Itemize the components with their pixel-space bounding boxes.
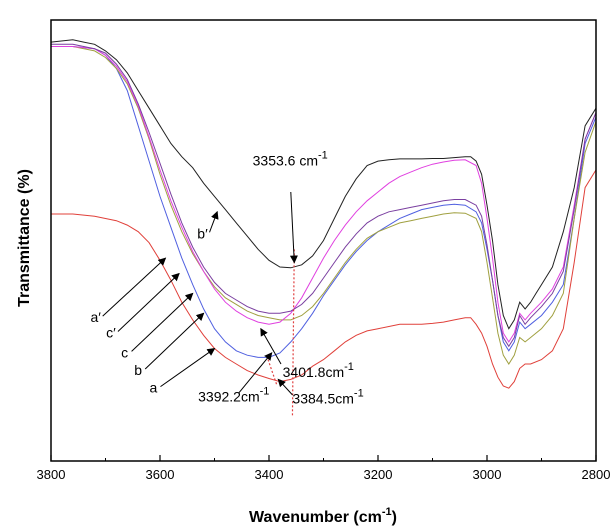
y-axis-title: Transmittance (%) xyxy=(16,169,33,307)
curve-label-arrow-4 xyxy=(131,292,194,352)
spectrum-curve-2 xyxy=(51,169,597,389)
x-tick-label-3600: 3600 xyxy=(146,467,175,482)
reference-lines xyxy=(267,249,295,417)
curve-label-arrow-2 xyxy=(102,257,167,317)
annotation-arrow-3 xyxy=(238,352,273,393)
annotation-label-1: 3353.6 cm-1 xyxy=(253,150,328,169)
x-tick-label-2800: 2800 xyxy=(582,467,611,482)
spectrum-curve-4 xyxy=(51,46,597,365)
curve-label-arrow-1 xyxy=(209,210,219,233)
x-tick-label-3200: 3200 xyxy=(364,467,393,482)
spectrum-curve-3 xyxy=(51,46,597,358)
annotations: 3353.6 cm-1 3401.8cm-1 3392.2cm-1 3384.5cm-… xyxy=(198,150,364,407)
annotation-arrow-1 xyxy=(289,191,298,264)
spectrum-curve-1 xyxy=(50,39,597,330)
spectrum-curve-6 xyxy=(51,43,597,348)
curve-label-4: c xyxy=(121,344,128,360)
spectra-curves xyxy=(50,39,597,389)
x-tick-label-3400: 3400 xyxy=(255,467,284,482)
curve-label-5: b xyxy=(134,362,142,378)
curve-labels: b′ a′ c′ cba xyxy=(90,210,219,396)
curve-label-6: a xyxy=(150,380,158,396)
x-axis-title: Wavenumber (cm-1) xyxy=(249,506,397,526)
reference-line-2 xyxy=(267,359,278,387)
x-tick-label-3800: 3800 xyxy=(37,467,66,482)
x-tick-label-3000: 3000 xyxy=(473,467,502,482)
curve-label-1: b′ xyxy=(197,225,208,241)
annotation-label-3: 3392.2cm-1 xyxy=(198,385,269,404)
annotation-label-2: 3401.8cm-1 xyxy=(283,361,354,380)
curve-label-arrow-6 xyxy=(160,347,216,388)
spectrum-curve-5 xyxy=(51,46,597,343)
x-axis-ticks: 3800 3600 3400 3200 3000 2800 xyxy=(37,455,611,482)
annotation-arrow-4 xyxy=(277,378,293,396)
curve-label-3: c′ xyxy=(106,325,116,341)
curve-label-2: a′ xyxy=(90,309,101,325)
curve-label-arrow-3 xyxy=(117,272,180,332)
curve-label-arrow-5 xyxy=(144,312,205,370)
annotation-label-4: 3384.5cm-1 xyxy=(292,388,363,407)
annotation-arrow-2 xyxy=(260,327,282,365)
